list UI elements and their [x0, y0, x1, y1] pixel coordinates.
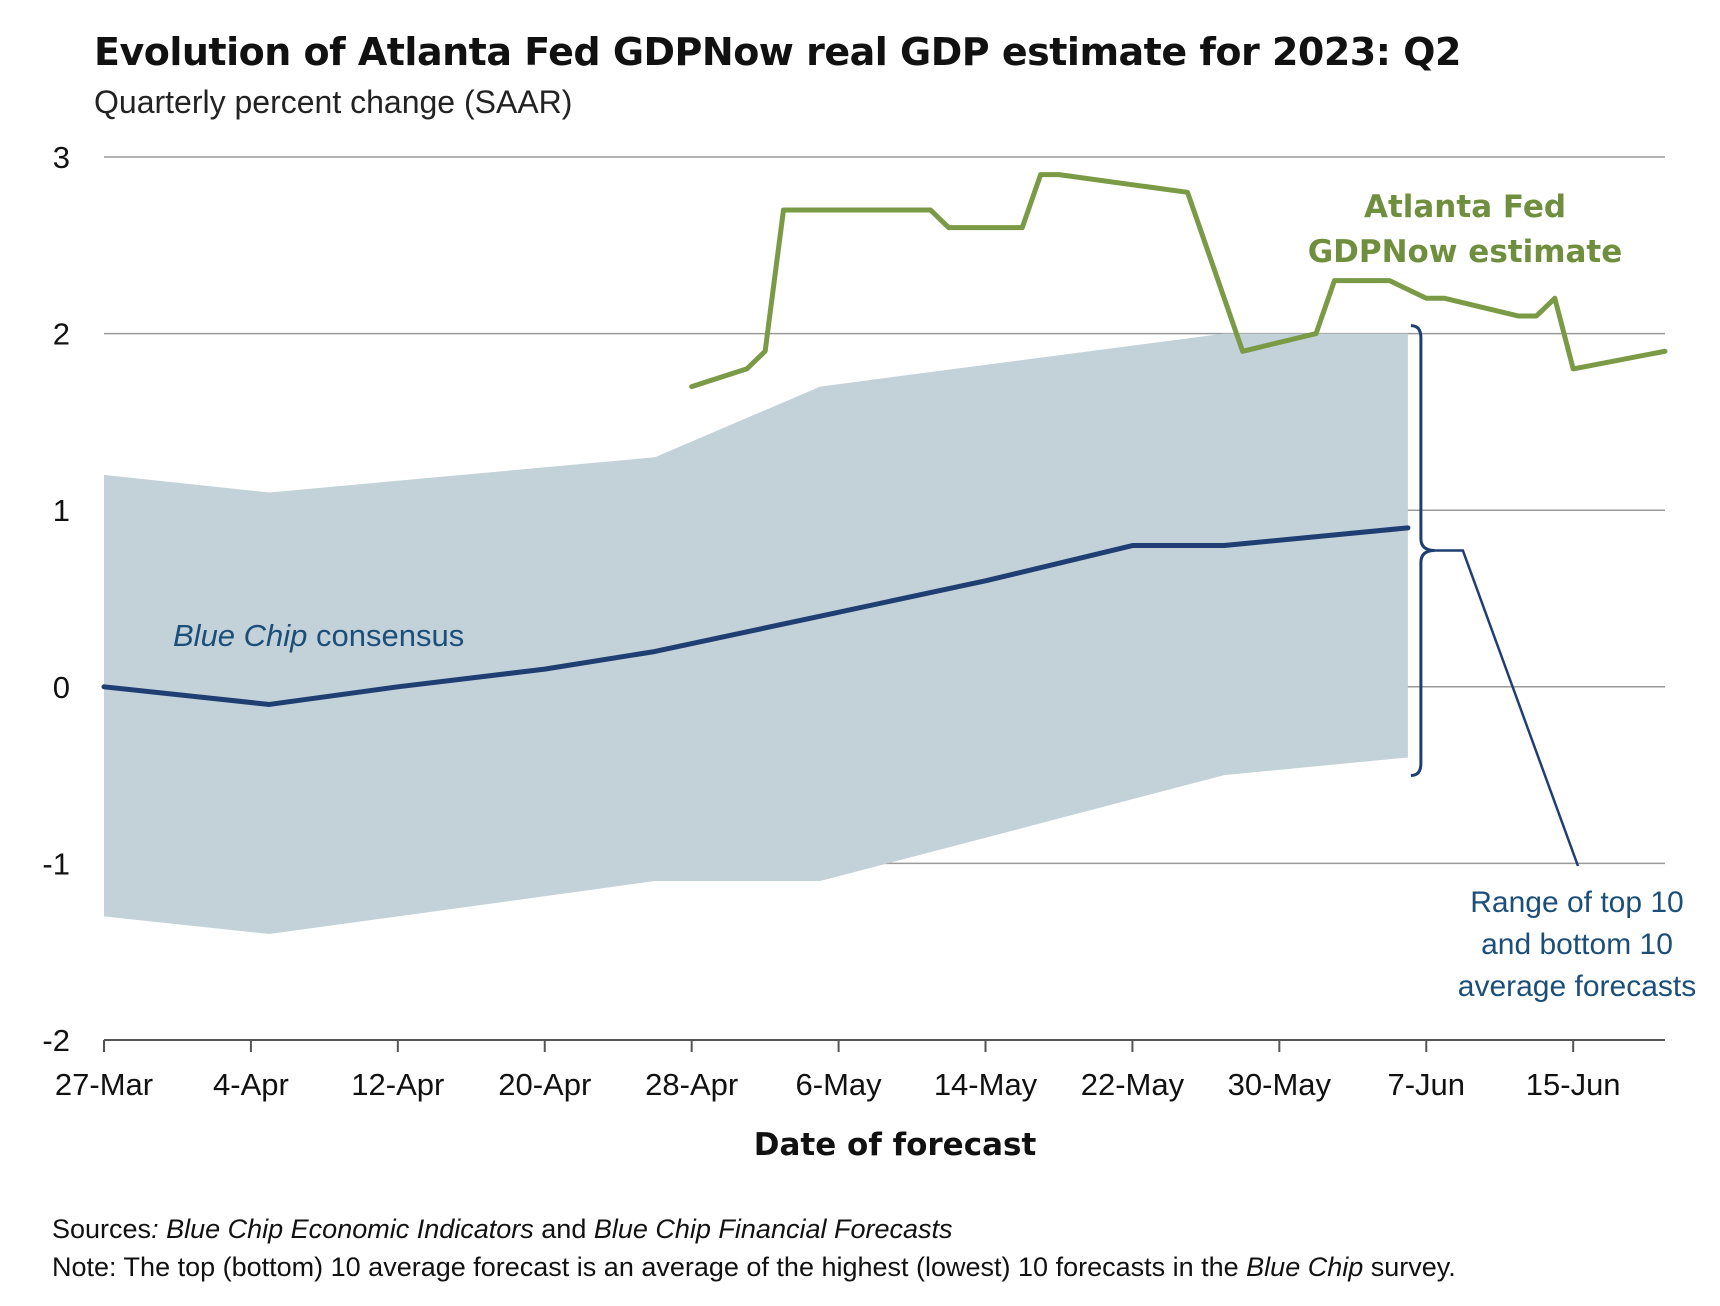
- consensus-line: [101, 525, 1411, 707]
- note-italic: Blue Chip: [1246, 1252, 1364, 1282]
- range-label-line2: and bottom 10: [1481, 928, 1673, 961]
- gdpnow-label-line1: Atlanta Fed: [1364, 189, 1566, 225]
- sources-label: Sources: [52, 1214, 152, 1244]
- y-tick-label: -1: [42, 846, 70, 881]
- x-tick-label: 30-May: [1228, 1067, 1332, 1102]
- x-tick-label: 22-May: [1081, 1067, 1185, 1102]
- consensus-label-rest: consensus: [307, 618, 464, 653]
- note-text-1: The top (bottom) 10 average forecast is …: [116, 1252, 1247, 1282]
- y-tick-label: 1: [53, 493, 70, 528]
- chart-subtitle: Quarterly percent change (SAAR): [94, 84, 573, 120]
- consensus-label-italic: Blue Chip: [173, 618, 307, 653]
- gdpnow-label-line2: GDPNow estimate: [1308, 234, 1623, 270]
- range-band: [104, 333, 1408, 935]
- x-axis-label: Date of forecast: [754, 1127, 1037, 1163]
- x-tick-label: 14-May: [934, 1067, 1038, 1102]
- gdp-chart: 3 2 1 0 -1 -2 27-Mar 4-Apr 12-Apr 20-Apr 28-Apr 6-…: [42, 140, 1696, 1163]
- y-tick-label: 2: [53, 317, 70, 352]
- sources-and: and: [533, 1214, 594, 1244]
- range-leader-line: [1434, 549, 1580, 867]
- x-tick-label: 28-Apr: [645, 1067, 738, 1102]
- x-axis: 27-Mar 4-Apr 12-Apr 20-Apr 28-Apr 6-May 14-May…: [55, 1039, 1665, 1102]
- note-line: Note: The top (bottom) 10 average foreca…: [52, 1248, 1456, 1286]
- x-tick-label: 27-Mar: [55, 1067, 153, 1102]
- range-label-line1: Range of top 10: [1470, 886, 1684, 919]
- x-tick-label: 20-Apr: [498, 1067, 591, 1102]
- range-label-line3: average forecasts: [1458, 970, 1696, 1003]
- sources-line: Sources: Blue Chip Economic Indicators a…: [52, 1210, 1456, 1248]
- sources-title-2: Blue Chip Financial Forecasts: [593, 1214, 953, 1244]
- sources-colon: :: [151, 1214, 159, 1244]
- gdpnow-line: [689, 172, 1668, 390]
- range-bracket: [1410, 324, 1580, 867]
- range-band-layer: [104, 333, 1408, 935]
- series-layer: [101, 172, 1668, 707]
- note-label: Note:: [52, 1252, 117, 1282]
- x-tick-label: 7-Jun: [1387, 1067, 1465, 1102]
- y-tick-labels: 3 2 1 0 -1 -2: [42, 140, 70, 1058]
- x-tick-label: 12-Apr: [351, 1067, 444, 1102]
- x-tick-label: 6-May: [796, 1067, 883, 1102]
- chart-title: Evolution of Atlanta Fed GDPNow real GDP…: [94, 30, 1461, 74]
- x-tick-label: 4-Apr: [213, 1067, 289, 1102]
- note-text-2: survey.: [1363, 1252, 1456, 1282]
- y-tick-label: -2: [42, 1023, 70, 1058]
- consensus-label: Blue Chip consensus: [173, 618, 464, 653]
- footnotes: Sources: Blue Chip Economic Indicators a…: [52, 1210, 1456, 1286]
- y-tick-label: 0: [53, 670, 70, 705]
- x-tick-label: 15-Jun: [1526, 1067, 1621, 1102]
- range-bracket-shape: [1410, 324, 1435, 777]
- sources-title-1: Blue Chip Economic Indicators: [166, 1214, 534, 1244]
- y-tick-label: 3: [53, 140, 70, 175]
